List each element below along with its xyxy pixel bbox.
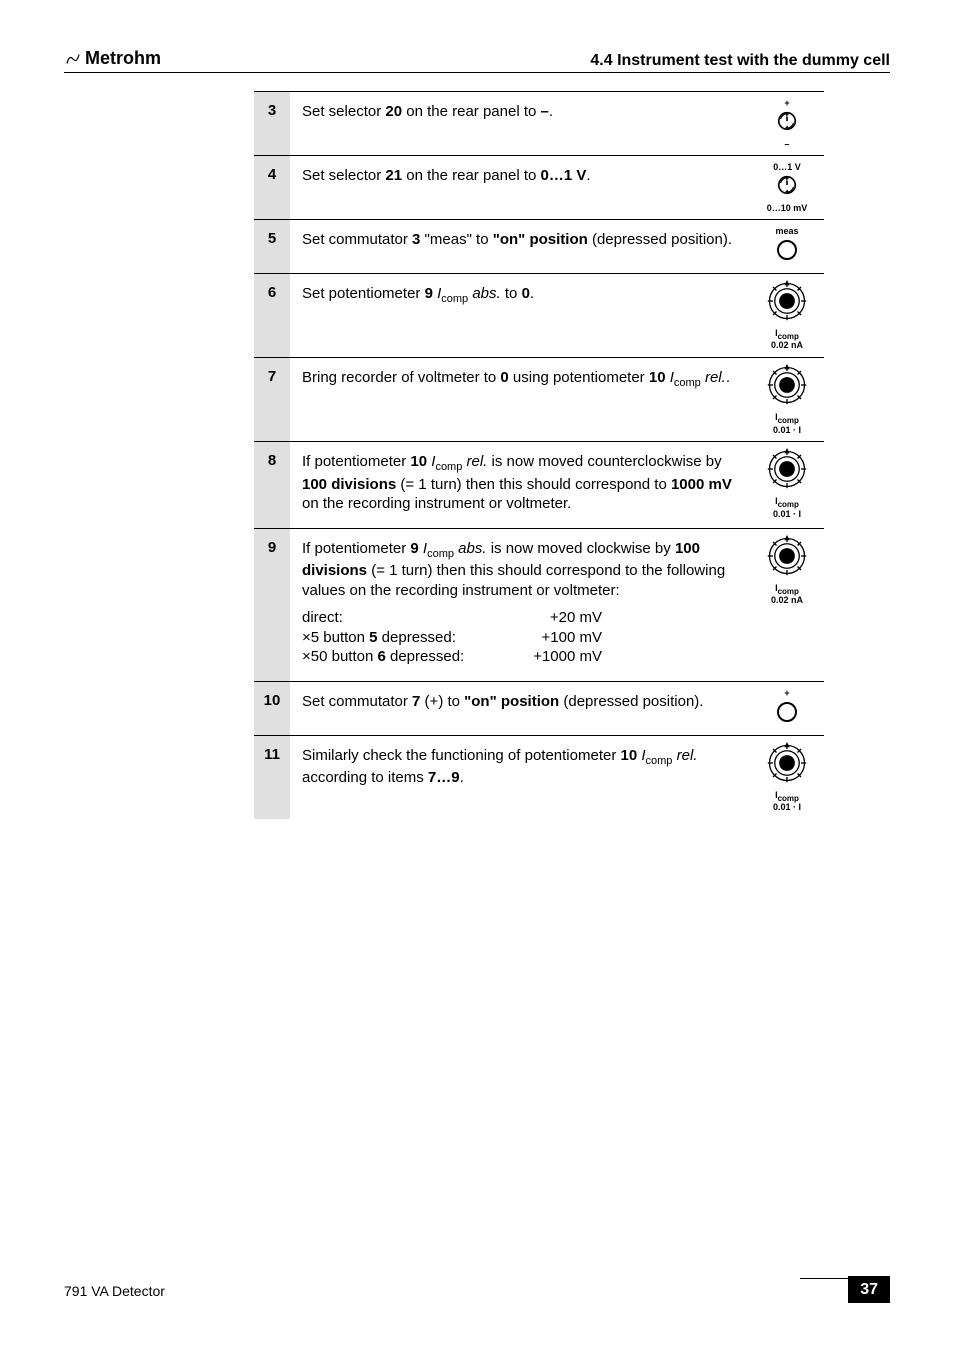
header: Metrohm 4.4 Instrument test with the dum… <box>64 48 890 73</box>
step-text: Set selector 21 on the rear panel to 0…1… <box>290 155 750 219</box>
icon-label-bot: – <box>752 139 822 149</box>
instruction-row: 5Set commutator 3 "meas" to "on" positio… <box>254 219 824 273</box>
potentiometer-icon <box>752 280 822 327</box>
potentiometer-icon <box>752 742 822 789</box>
instruction-row: 10Set commutator 7 (+) to "on" position … <box>254 681 824 735</box>
step-number: 8 <box>254 442 290 528</box>
footer: 791 VA Detector 37 <box>64 1278 890 1299</box>
step-text: Bring recorder of voltmeter to 0 using p… <box>290 357 750 441</box>
step-number: 3 <box>254 91 290 155</box>
icon-label-top: 0…1 V <box>752 162 822 172</box>
value-label: direct: <box>302 608 502 628</box>
step-text: Set selector 20 on the rear panel to –. <box>290 91 750 155</box>
instruction-row: 4Set selector 21 on the rear panel to 0…… <box>254 155 824 219</box>
icon-label-top: + <box>752 688 822 698</box>
potentiometer-icon <box>752 535 822 582</box>
footer-title: 791 VA Detector <box>64 1283 165 1299</box>
instruction-table: 3Set selector 20 on the rear panel to –.… <box>254 91 824 820</box>
selector-range-icon <box>752 174 822 201</box>
step-text: If potentiometer 9 Icomp abs. is now mov… <box>290 528 750 681</box>
logo-text: Metrohm <box>85 48 161 69</box>
instruction-row: 9If potentiometer 9 Icomp abs. is now mo… <box>254 528 824 681</box>
value-row: ×50 button 6 depressed:+1000 mV <box>302 647 738 667</box>
value-number: +20 mV <box>502 608 602 628</box>
icon-sub-label: Icomp0.02 nA <box>752 584 822 606</box>
section-title: 4.4 Instrument test with the dummy cell <box>590 52 890 70</box>
step-number: 11 <box>254 735 290 819</box>
value-row: direct:+20 mV <box>302 608 738 628</box>
value-number: +1000 mV <box>502 647 602 667</box>
value-label: ×50 button 6 depressed: <box>302 647 502 667</box>
page-number: 37 <box>848 1276 890 1303</box>
potentiometer-icon <box>752 364 822 411</box>
step-icon-cell: +– <box>750 91 824 155</box>
step-icon-cell: + <box>750 681 824 735</box>
step-text: If potentiometer 10 Icomp rel. is now mo… <box>290 442 750 528</box>
step-icon-cell: 0…1 V 0…10 mV <box>750 155 824 219</box>
icon-sub-label: Icomp0.01 · I <box>752 413 822 435</box>
logo: Metrohm <box>64 48 161 69</box>
instruction-row: 11Similarly check the functioning of pot… <box>254 735 824 819</box>
logo-icon <box>64 53 82 65</box>
values-grid: direct:+20 mV×5 button 5 depressed:+100 … <box>302 608 738 667</box>
icon-label-top: + <box>752 98 822 108</box>
step-icon-cell: meas <box>750 219 824 273</box>
icon-label-bot: 0…10 mV <box>752 203 822 213</box>
icon-sub-label: Icomp0.01 · I <box>752 791 822 813</box>
step-icon-cell: Icomp0.02 nA <box>750 528 824 681</box>
step-text: Set commutator 7 (+) to "on" position (d… <box>290 681 750 735</box>
value-number: +100 mV <box>502 628 602 648</box>
button-icon <box>752 238 822 267</box>
step-number: 9 <box>254 528 290 681</box>
button-icon <box>752 700 822 729</box>
step-number: 7 <box>254 357 290 441</box>
icon-sub-label: Icomp0.02 nA <box>752 329 822 351</box>
instruction-row: 7Bring recorder of voltmeter to 0 using … <box>254 357 824 441</box>
icon-label-top: meas <box>752 226 822 236</box>
step-text: Set potentiometer 9 Icomp abs. to 0. <box>290 273 750 357</box>
instruction-row: 8If potentiometer 10 Icomp rel. is now m… <box>254 442 824 528</box>
icon-sub-label: Icomp0.01 · I <box>752 497 822 519</box>
instruction-row: 6Set potentiometer 9 Icomp abs. to 0.Ico… <box>254 273 824 357</box>
step-text: Set commutator 3 "meas" to "on" position… <box>290 219 750 273</box>
potentiometer-icon <box>752 448 822 495</box>
instruction-row: 3Set selector 20 on the rear panel to –.… <box>254 91 824 155</box>
step-number: 10 <box>254 681 290 735</box>
value-row: ×5 button 5 depressed:+100 mV <box>302 628 738 648</box>
step-icon-cell: Icomp0.02 nA <box>750 273 824 357</box>
step-number: 5 <box>254 219 290 273</box>
page-number-bar: 37 <box>800 1278 890 1299</box>
selector-plusminus-icon <box>752 110 822 137</box>
step-number: 6 <box>254 273 290 357</box>
step-text: Similarly check the functioning of poten… <box>290 735 750 819</box>
step-number: 4 <box>254 155 290 219</box>
step-icon-cell: Icomp0.01 · I <box>750 735 824 819</box>
value-label: ×5 button 5 depressed: <box>302 628 502 648</box>
step-icon-cell: Icomp0.01 · I <box>750 357 824 441</box>
step-icon-cell: Icomp0.01 · I <box>750 442 824 528</box>
